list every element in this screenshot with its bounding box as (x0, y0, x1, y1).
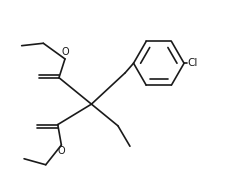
Text: O: O (61, 47, 69, 58)
Text: Cl: Cl (187, 58, 197, 68)
Text: O: O (58, 147, 65, 156)
